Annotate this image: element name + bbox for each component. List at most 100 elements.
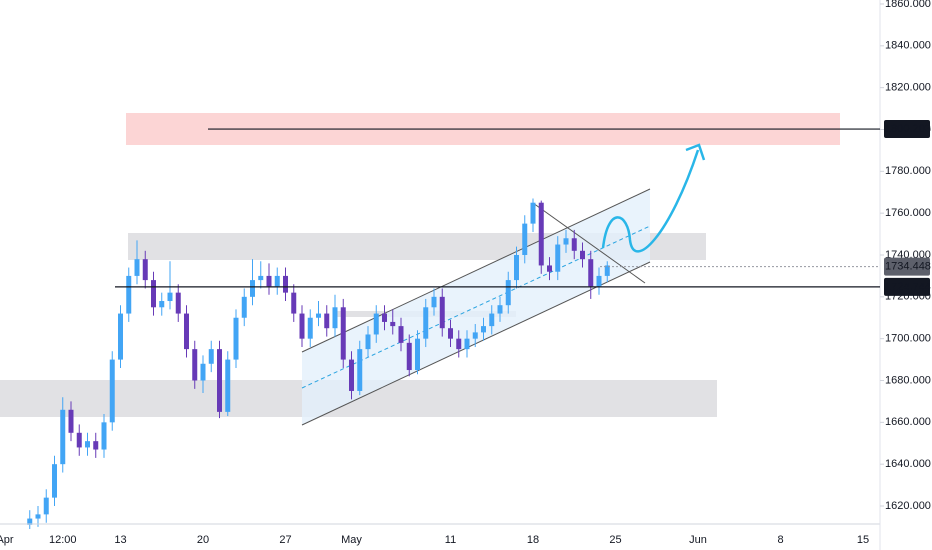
candle-body [332,307,338,329]
candle-body [93,441,99,450]
last-price-label: 1734.448 [885,261,931,273]
candle-body [43,497,49,515]
candle-body [472,332,478,339]
y-tick-label: 1840.000 [885,40,931,52]
candle-body [382,313,387,322]
candle-body [547,265,552,272]
candle-body [126,275,132,314]
candle-body [349,359,354,391]
x-tick-label: 15 [857,534,869,546]
candle-body [299,313,305,339]
candle-body [373,313,379,335]
candle-body [266,275,272,287]
projection-arrow [601,149,700,253]
candle-body [415,338,420,371]
x-tick-label: May [341,534,362,546]
candle-body [464,338,470,350]
x-tick-label: 8 [777,534,783,546]
candle-body [307,317,313,339]
price-label: 1800.203 [885,123,931,135]
candle-body [142,259,148,281]
candle-body [448,328,453,339]
y-tick-label: 1760.000 [885,207,931,219]
price-label-box [884,120,930,139]
candle-body [118,313,123,360]
trend-line [532,202,646,284]
x-tick-label: 25 [609,534,621,546]
candles [27,198,610,530]
candle-body [514,254,519,281]
candle-body [530,202,536,224]
candle-body [52,464,57,498]
candle-body [563,238,569,245]
y-tick-label: 1620.000 [885,500,931,512]
candle-body [60,409,66,465]
candle-body [604,265,610,276]
candle-body [35,514,41,519]
candle-body [241,296,247,318]
candle-body [489,313,495,327]
candle-body [439,296,445,329]
candle-body [217,349,222,412]
candle-body [357,349,363,391]
last-price-box [884,257,930,276]
candle-body [208,349,214,364]
y-tick-label: 1780.000 [885,165,931,177]
candle-body [85,441,90,448]
candle-body [27,518,33,525]
candle-body [555,244,561,272]
candle-body [571,238,577,251]
candle-body [365,334,371,350]
channel-upper [301,188,651,353]
candle-body [324,313,330,329]
candle-body [184,313,189,350]
candle-body [596,275,602,287]
candle-body [522,223,528,255]
candle-body [274,275,280,287]
candle-body [291,292,297,314]
candle-body [423,307,429,339]
candle-body [167,292,173,302]
arrow-head [685,143,706,161]
y-tick-label: 1680.000 [885,374,931,386]
candle-body [406,342,412,371]
y-tick-label: 1700.000 [885,333,931,345]
x-tick-label: 20 [197,534,209,546]
candle-body [456,338,462,350]
candle-body [481,326,486,333]
candle-body [101,422,107,450]
candle-body [250,280,255,297]
candle-body [538,202,544,266]
candle-body [200,363,206,381]
candle-body [109,359,115,423]
candle-body [258,275,264,281]
x-tick-label: 18 [527,534,539,546]
candle-body [151,280,156,308]
candle-body [68,409,74,433]
candle-body [175,292,181,314]
candle-body [233,317,239,360]
candle-body [588,259,594,287]
price-label-box [884,277,930,296]
y-tick-label: 1820.000 [885,82,931,94]
x-tick-label: Apr [0,534,14,546]
candle-body [225,359,231,412]
x-tick-label: 12:00 [49,534,77,546]
y-tick-label: 1640.000 [885,458,931,470]
candle-body [431,296,437,308]
candle-body [580,250,585,260]
candle-body [134,259,140,276]
candle-body [159,301,165,308]
candle-body [398,326,404,343]
x-tick-label: Jun [689,534,707,546]
price-label: 1724.744 [885,281,931,293]
y-tick-label: 1660.000 [885,416,931,428]
candle-body [505,280,511,306]
x-tick-label: 27 [279,534,291,546]
candle-body [316,313,321,318]
candle-body [390,321,396,327]
candle-body [76,432,82,448]
candle-body [283,275,288,293]
x-tick-label: 13 [114,534,126,546]
